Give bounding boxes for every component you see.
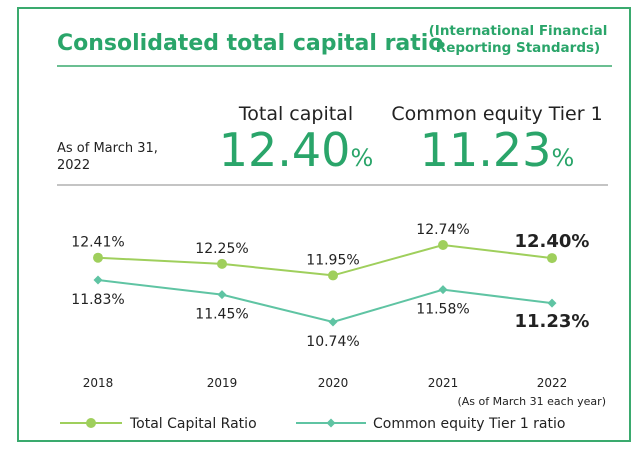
marker xyxy=(217,290,227,300)
x-tick-label: 2021 xyxy=(428,376,459,390)
data-label: 11.95% xyxy=(306,252,359,268)
x-tick-label: 2018 xyxy=(83,376,114,390)
subtitle: Reporting Standards) xyxy=(436,40,600,56)
legend-label: Total Capital Ratio xyxy=(129,416,257,432)
marker xyxy=(93,252,103,263)
data-label: 10.74% xyxy=(306,334,359,350)
frame xyxy=(17,7,631,442)
marker xyxy=(438,240,448,250)
marker xyxy=(217,258,227,269)
marker xyxy=(547,298,557,308)
headline-unit: % xyxy=(350,144,373,172)
data-label: 11.58% xyxy=(416,302,469,318)
headline-unit: % xyxy=(551,144,574,172)
as-of: As of March 31, xyxy=(57,141,158,156)
marker xyxy=(93,275,103,285)
headline-number: 12.40 xyxy=(219,123,351,177)
x-tick-label: 2020 xyxy=(318,376,349,390)
headline-label: Total capital xyxy=(238,103,353,125)
data-label: 11.23% xyxy=(515,311,590,332)
title: Consolidated total capital ratio xyxy=(57,31,443,56)
data-label: 12.74% xyxy=(416,222,469,238)
data-label: 11.45% xyxy=(195,307,248,323)
x-tick-label: 2022 xyxy=(537,376,568,390)
data-label: 12.25% xyxy=(195,241,248,257)
marker xyxy=(328,270,338,281)
legend-label: Common equity Tier 1 ratio xyxy=(373,416,565,432)
marker xyxy=(547,253,557,264)
as-of: 2022 xyxy=(57,158,90,173)
annotation: (As of March 31 each year) xyxy=(457,395,606,408)
subtitle: (International Financial xyxy=(429,23,608,39)
headline-label: Common equity Tier 1 xyxy=(391,103,602,125)
x-tick-label: 2019 xyxy=(207,376,238,390)
headline-number: 11.23 xyxy=(420,123,552,177)
headline-value: 11.23% xyxy=(420,123,575,177)
marker xyxy=(438,285,448,295)
marker xyxy=(328,317,338,327)
headline-value: 12.40% xyxy=(219,123,374,177)
legend-marker xyxy=(326,418,336,428)
legend-marker xyxy=(86,418,96,428)
data-label: 11.83% xyxy=(71,292,124,308)
data-label: 12.40% xyxy=(515,231,590,252)
series-line xyxy=(97,279,553,324)
data-label: 12.41% xyxy=(71,235,124,251)
